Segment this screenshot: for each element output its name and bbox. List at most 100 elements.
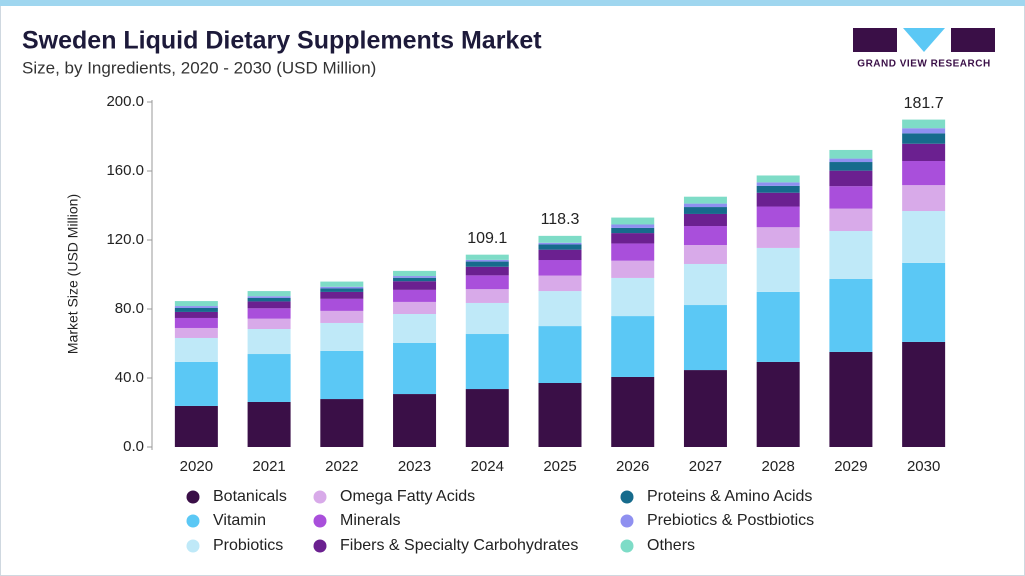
legend-swatch — [186, 539, 200, 553]
bar-segment — [465, 389, 509, 447]
legend-label: Proteins & Amino Acids — [647, 488, 812, 505]
bar-segment — [756, 192, 800, 207]
bar-segment — [174, 405, 218, 447]
bar-segment — [538, 235, 582, 243]
bar-segment — [756, 227, 800, 248]
bar-segment — [174, 311, 218, 318]
x-tick-label: 2022 — [325, 458, 358, 475]
bar-segment — [393, 277, 437, 282]
logo: GRAND VIEW RESEARCH — [853, 28, 995, 70]
bar-segment — [829, 158, 873, 163]
bar-segment — [320, 322, 364, 351]
total-label: 118.3 — [541, 211, 580, 228]
bar-segment — [538, 326, 582, 384]
bar-segment — [174, 306, 218, 308]
bar-segment — [393, 281, 437, 290]
y-tick-label: 40.0 — [115, 369, 144, 386]
y-tick-label: 200.0 — [106, 93, 144, 110]
legend-label: Botanicals — [213, 488, 287, 505]
x-tick-label: 2024 — [471, 458, 504, 475]
bar-segment — [320, 288, 364, 292]
legend-label: Others — [647, 537, 695, 554]
legend-swatch — [620, 514, 634, 528]
bar-segment — [393, 276, 437, 278]
legend-label: Minerals — [340, 512, 400, 529]
bar-segment — [611, 233, 655, 244]
bar-segment — [247, 301, 291, 309]
bar-segment — [247, 354, 291, 402]
bar-segment — [683, 263, 727, 306]
bar-segment — [393, 270, 437, 277]
y-tick-label: 120.0 — [106, 231, 144, 248]
bar-segment — [683, 370, 727, 447]
bar-segment — [320, 350, 364, 400]
legend-label: Probiotics — [213, 537, 283, 554]
bar-segment — [611, 224, 655, 228]
bar-segment — [829, 278, 873, 352]
total-label: 181.7 — [904, 95, 944, 112]
bar-segment — [829, 170, 873, 187]
bar-segment — [393, 394, 437, 447]
legend-swatch — [186, 490, 200, 504]
bar-segment — [320, 298, 364, 311]
bar-segment — [320, 399, 364, 447]
bar-segment — [756, 247, 800, 292]
logo-block — [853, 28, 897, 52]
bar-segment — [829, 149, 873, 159]
bar-segment — [611, 376, 655, 447]
bar-segment — [247, 291, 291, 297]
x-tick-label: 2025 — [543, 458, 576, 475]
bar-segment — [683, 245, 727, 264]
bar-segment — [611, 243, 655, 261]
bar-segment — [465, 275, 509, 290]
x-tick-label: 2027 — [689, 458, 722, 475]
bar-segment — [902, 341, 946, 447]
bar-segment — [320, 286, 364, 289]
x-tick-label: 2030 — [907, 458, 940, 475]
bar-segment — [174, 317, 218, 328]
bar-segment — [465, 302, 509, 335]
bar-segment — [174, 307, 218, 312]
bar-segment — [247, 296, 291, 298]
bar-segment — [829, 208, 873, 232]
bar-segment — [611, 260, 655, 278]
bar-segment — [829, 186, 873, 209]
bar-segment — [393, 301, 437, 315]
legend-swatch — [186, 514, 200, 528]
bar-segment — [683, 305, 727, 371]
bar-segment — [611, 227, 655, 234]
bar-segment — [247, 329, 291, 355]
bar-segment — [538, 275, 582, 292]
bar-segment — [829, 231, 873, 279]
bar-segment — [902, 185, 946, 212]
bar-segment — [393, 314, 437, 343]
bar-segment — [247, 318, 291, 330]
x-tick-label: 2020 — [180, 458, 213, 475]
bar-segment — [393, 342, 437, 395]
legend-swatch — [620, 539, 634, 553]
bar-segment — [393, 289, 437, 302]
bar-segment — [538, 291, 582, 327]
bar-segment — [683, 196, 727, 204]
bar-segment — [683, 207, 727, 214]
legend-label: Fibers & Specialty Carbohydrates — [340, 537, 578, 554]
bar-segment — [756, 206, 800, 228]
x-tick-label: 2023 — [398, 458, 431, 475]
bar-segment — [465, 289, 509, 303]
bar-segment — [611, 217, 655, 225]
bar-segment — [538, 249, 582, 261]
bar-segment — [174, 301, 218, 307]
bar-segment — [902, 128, 946, 134]
y-tick-label: 80.0 — [115, 300, 144, 317]
bar-segment — [538, 244, 582, 250]
x-tick-label: 2021 — [252, 458, 285, 475]
bar-segment — [611, 277, 655, 317]
bar-segment — [756, 291, 800, 362]
bar-segment — [320, 281, 364, 287]
x-tick-label: 2028 — [761, 458, 794, 475]
bar-segment — [247, 297, 291, 302]
bar-segment — [683, 203, 727, 208]
legend-label: Omega Fatty Acids — [340, 488, 475, 505]
bar-segment — [247, 401, 291, 447]
bar-segment — [538, 260, 582, 276]
